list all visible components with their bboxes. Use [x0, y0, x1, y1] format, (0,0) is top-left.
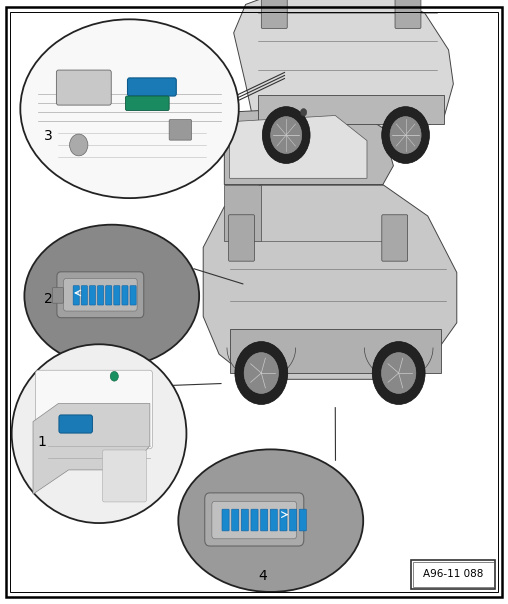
Ellipse shape [24, 225, 199, 367]
FancyBboxPatch shape [130, 286, 136, 305]
FancyBboxPatch shape [128, 78, 176, 96]
Circle shape [110, 371, 118, 381]
Polygon shape [225, 185, 261, 241]
Bar [413, 562, 494, 587]
FancyBboxPatch shape [73, 286, 79, 305]
Text: 2: 2 [44, 292, 53, 306]
FancyBboxPatch shape [290, 509, 297, 531]
FancyBboxPatch shape [261, 0, 287, 28]
FancyBboxPatch shape [261, 509, 268, 531]
Circle shape [300, 109, 307, 116]
Polygon shape [258, 95, 444, 124]
Polygon shape [234, 0, 453, 135]
FancyBboxPatch shape [103, 450, 146, 502]
Circle shape [244, 353, 278, 393]
Ellipse shape [178, 449, 363, 592]
FancyBboxPatch shape [64, 278, 137, 311]
FancyBboxPatch shape [382, 215, 407, 261]
FancyBboxPatch shape [98, 286, 104, 305]
FancyBboxPatch shape [299, 509, 306, 531]
Circle shape [390, 117, 421, 153]
FancyBboxPatch shape [57, 272, 144, 318]
FancyBboxPatch shape [89, 286, 96, 305]
FancyBboxPatch shape [232, 509, 239, 531]
Ellipse shape [12, 344, 186, 523]
Circle shape [382, 353, 416, 393]
FancyBboxPatch shape [222, 509, 229, 531]
Polygon shape [230, 115, 367, 178]
Ellipse shape [20, 19, 239, 198]
Text: 4: 4 [259, 569, 268, 583]
FancyBboxPatch shape [122, 286, 128, 305]
FancyBboxPatch shape [229, 215, 255, 261]
Polygon shape [33, 403, 150, 494]
FancyBboxPatch shape [114, 286, 120, 305]
FancyBboxPatch shape [52, 288, 64, 303]
Circle shape [262, 107, 310, 164]
FancyBboxPatch shape [251, 509, 258, 531]
Polygon shape [225, 106, 393, 185]
FancyBboxPatch shape [59, 415, 92, 433]
FancyBboxPatch shape [241, 509, 248, 531]
Circle shape [235, 342, 288, 405]
FancyBboxPatch shape [106, 286, 112, 305]
FancyBboxPatch shape [56, 70, 111, 105]
FancyBboxPatch shape [36, 370, 152, 449]
Bar [411, 560, 495, 589]
Text: 3: 3 [44, 129, 53, 143]
Text: A96-11 088: A96-11 088 [423, 570, 484, 579]
Circle shape [70, 134, 88, 156]
FancyBboxPatch shape [205, 493, 304, 546]
FancyBboxPatch shape [270, 509, 277, 531]
FancyBboxPatch shape [212, 501, 297, 539]
FancyBboxPatch shape [169, 120, 192, 140]
Circle shape [382, 107, 429, 164]
Circle shape [271, 117, 302, 153]
FancyBboxPatch shape [125, 96, 169, 111]
Polygon shape [230, 329, 441, 373]
Circle shape [372, 342, 425, 405]
FancyBboxPatch shape [280, 509, 287, 531]
Polygon shape [203, 185, 457, 379]
FancyBboxPatch shape [81, 286, 87, 305]
Text: 1: 1 [37, 435, 46, 449]
FancyBboxPatch shape [395, 0, 421, 28]
